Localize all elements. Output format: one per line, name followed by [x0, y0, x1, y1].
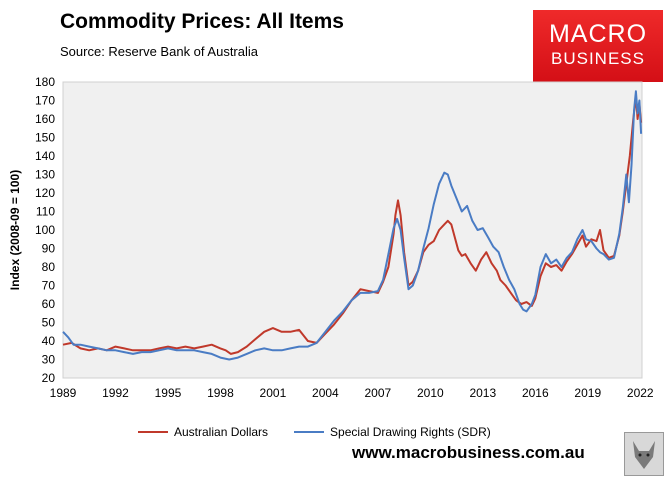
- y-axis-label: Index (2008-09 = 100): [8, 170, 22, 290]
- y-tick-label: 110: [36, 205, 55, 219]
- y-tick-label: 80: [42, 260, 56, 274]
- x-tick-label: 2013: [469, 386, 496, 400]
- x-tick-label: 1998: [207, 386, 234, 400]
- series-lines: [62, 90, 643, 361]
- x-tick-label: 2022: [627, 386, 654, 400]
- y-tick-label: 100: [35, 223, 55, 237]
- legend-item-aud: Australian Dollars: [138, 425, 268, 439]
- x-tick-label: 2016: [522, 386, 549, 400]
- logo-line-2: BUSINESS: [551, 49, 645, 68]
- y-tick-label: 60: [42, 297, 56, 311]
- y-tick-label: 160: [35, 112, 55, 126]
- chart-source: Source: Reserve Bank of Australia: [60, 44, 258, 59]
- y-tick-label: 40: [42, 334, 56, 348]
- y-axis-ticks: 20 30 40 50 60 70 80 90 100 110 120 130 140 150 160 170…: [35, 75, 55, 385]
- chart-title: Commodity Prices: All Items: [60, 10, 344, 33]
- legend-swatch-sdr: [294, 431, 325, 433]
- y-tick-label: 140: [35, 149, 55, 163]
- macrobusiness-logo: MACRO BUSINESS: [533, 10, 663, 82]
- x-tick-label: 2001: [260, 386, 287, 400]
- x-tick-label: 2004: [312, 386, 339, 400]
- series-line-sdr: [62, 90, 643, 361]
- legend-item-sdr: Special Drawing Rights (SDR): [294, 425, 491, 439]
- y-tick-label: 120: [35, 186, 55, 200]
- x-tick-label: 2019: [574, 386, 601, 400]
- plot-area: [62, 81, 643, 379]
- y-tick-label: 70: [42, 279, 56, 293]
- legend-label-aud: Australian Dollars: [174, 425, 269, 439]
- series-line-aud: [62, 95, 643, 355]
- x-tick-label: 2010: [417, 386, 444, 400]
- y-tick-label: 90: [42, 242, 56, 256]
- y-tick-label: 20: [42, 371, 56, 385]
- y-tick-label: 180: [35, 75, 55, 89]
- legend-swatch-aud: [138, 431, 168, 433]
- y-tick-label: 170: [35, 94, 55, 108]
- website-url: www.macrobusiness.com.au: [352, 443, 585, 462]
- y-tick-label: 150: [35, 131, 55, 145]
- x-tick-label: 1992: [102, 386, 129, 400]
- y-tick-label: 30: [42, 353, 56, 367]
- y-tick-label: 50: [42, 316, 56, 330]
- x-tick-label: 1995: [155, 386, 182, 400]
- x-tick-label: 1989: [50, 386, 77, 400]
- chart-legend: Australian Dollars Special Drawing Right…: [138, 425, 517, 439]
- y-tick-label: 130: [35, 168, 55, 182]
- wolf-mascot-icon: [624, 432, 664, 476]
- logo-line-1: MACRO: [548, 20, 648, 48]
- x-tick-label: 2007: [365, 386, 392, 400]
- legend-label-sdr: Special Drawing Rights (SDR): [330, 425, 491, 439]
- x-axis-ticks: 1989 1992 1995 1998 2001 2004 2007 2010 2013 2016…: [50, 386, 654, 400]
